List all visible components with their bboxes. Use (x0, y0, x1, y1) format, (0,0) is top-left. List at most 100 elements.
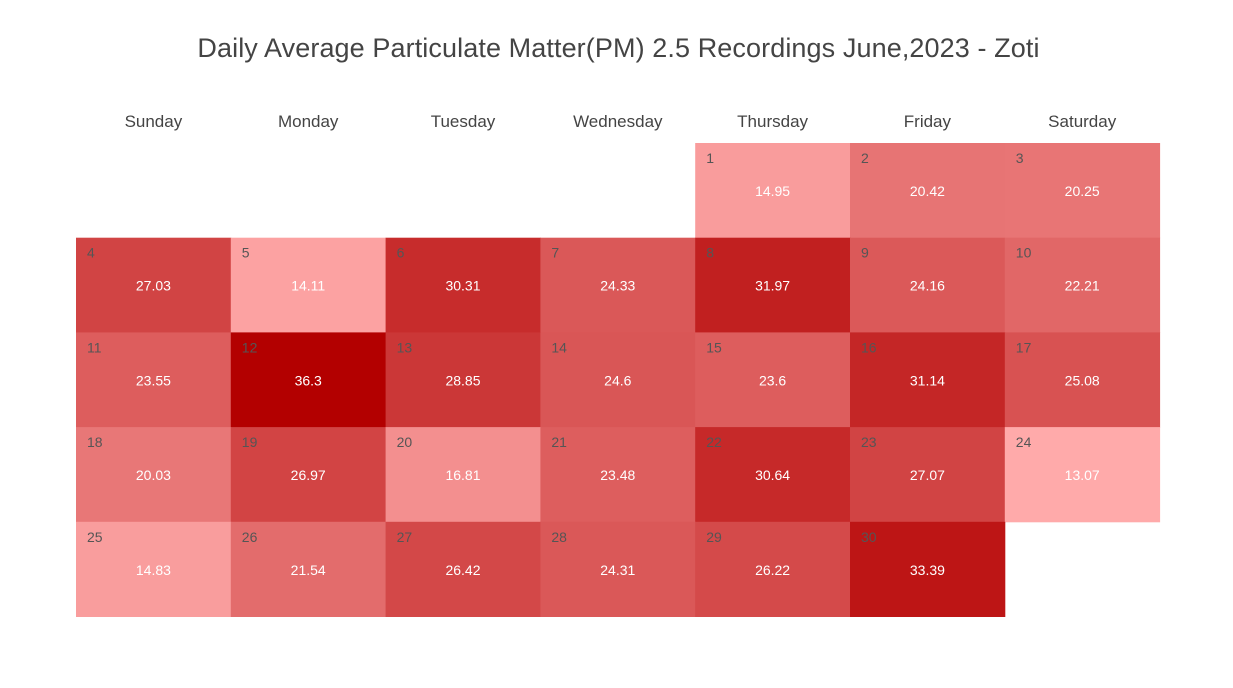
day-number: 22 (706, 434, 722, 450)
calendar-cell-24: 24 13.07 (1004, 427, 1161, 523)
heat-cell (230, 332, 387, 428)
heat-cell (850, 237, 1006, 333)
value-label: 30.31 (445, 278, 480, 294)
heat-cell (850, 332, 1006, 428)
calendar-cell-27: 27 26.42 (385, 521, 541, 617)
calendar-cell-8: 831.97 (695, 237, 851, 333)
calendar-cell-19: 19 26.97 (230, 427, 387, 523)
calendar-cell-20: 20 16.81 (385, 427, 541, 523)
heat-cell (230, 237, 387, 333)
calendar-cell-23: 23 27.07 (850, 427, 1006, 523)
value-label: 31.97 (755, 278, 790, 294)
heat-cell (76, 521, 232, 617)
heat-cell (695, 143, 851, 239)
chart-title: Daily Average Particulate Matter(PM) 2.5… (197, 33, 1040, 63)
day-number: 30 (861, 529, 877, 545)
day-number: 24 (1016, 434, 1032, 450)
heat-cell (1004, 237, 1161, 333)
day-number: 7 (551, 245, 559, 261)
value-label: 23.6 (759, 372, 786, 388)
day-number: 9 (861, 245, 869, 261)
day-number: 8 (706, 245, 714, 261)
calendar-cell-15: 15 23.6 (695, 332, 851, 428)
calendar-cell-6: 630.31 (385, 237, 541, 333)
calendar-cell-28: 28 24.31 (540, 521, 696, 617)
value-label: 24.6 (604, 372, 631, 388)
value-label: 24.16 (910, 278, 945, 294)
calendar-cell-26: 26 21.54 (230, 521, 387, 617)
day-number: 12 (242, 339, 258, 355)
value-label: 23.55 (136, 372, 171, 388)
day-number: 20 (397, 434, 413, 450)
day-number: 11 (87, 339, 102, 355)
heat-cell (850, 521, 1006, 617)
day-number: 6 (397, 245, 405, 261)
value-label: 14.95 (755, 183, 790, 199)
calendar-cell-1: 114.95 (695, 143, 851, 239)
value-label: 20.03 (136, 467, 171, 483)
day-number: 10 (1016, 245, 1032, 261)
heat-cell (76, 332, 232, 428)
weekday-headers: Sunday Monday Tuesday Wednesday Thursday Frid… (125, 112, 1117, 131)
heat-cell (385, 521, 541, 617)
heat-cell (540, 427, 696, 523)
value-label: 16.81 (445, 467, 480, 483)
value-label: 14.11 (291, 278, 325, 294)
calendar-cell-11: 11 23.55 (76, 332, 232, 428)
day-number: 19 (242, 434, 258, 450)
heat-cell (695, 521, 851, 617)
value-label: 13.07 (1065, 467, 1100, 483)
day-number: 23 (861, 434, 877, 450)
heat-cell (385, 332, 541, 428)
calendar-cell-12: 12 36.3 (230, 332, 387, 428)
value-label: 20.42 (910, 183, 945, 199)
day-number: 15 (706, 339, 722, 355)
heat-cell (1004, 143, 1161, 239)
heat-cell (230, 427, 387, 523)
day-number: 13 (397, 339, 413, 355)
day-number: 29 (706, 529, 722, 545)
day-number: 25 (87, 529, 103, 545)
weekday-header-monday: Monday (278, 112, 339, 131)
day-number: 21 (551, 434, 567, 450)
value-label: 24.33 (600, 278, 635, 294)
value-label: 23.48 (600, 467, 635, 483)
day-number: 17 (1016, 339, 1032, 355)
calendar-cells: 114.95220.42320.25427.03514.11630.31724.… (76, 143, 1161, 617)
calendar-cell-29: 29 26.22 (695, 521, 851, 617)
calendar-cell-25: 25 14.83 (76, 521, 232, 617)
value-label: 31.14 (910, 372, 945, 388)
value-label: 22.21 (1065, 278, 1100, 294)
value-label: 28.85 (445, 372, 480, 388)
calendar-cell-5: 514.11 (230, 237, 387, 333)
calendar-cell-10: 10 22.21 (1004, 237, 1161, 333)
calendar-cell-7: 724.33 (540, 237, 696, 333)
calendar-cell-22: 22 30.64 (695, 427, 851, 523)
day-number: 27 (397, 529, 413, 545)
day-number: 4 (87, 245, 95, 261)
heat-cell (695, 427, 851, 523)
heat-cell (540, 332, 696, 428)
heat-cell (695, 332, 851, 428)
value-label: 33.39 (910, 562, 945, 578)
calendar-cell-13: 13 28.85 (385, 332, 541, 428)
calendar-cell-16: 16 31.14 (850, 332, 1006, 428)
value-label: 27.07 (910, 467, 945, 483)
heat-cell (695, 237, 851, 333)
weekday-header-wednesday: Wednesday (573, 112, 663, 131)
value-label: 36.3 (295, 372, 322, 388)
calendar-cell-9: 924.16 (850, 237, 1006, 333)
heat-cell (540, 521, 696, 617)
calendar-cell-17: 17 25.08 (1004, 332, 1161, 428)
value-label: 25.08 (1065, 372, 1100, 388)
day-number: 5 (242, 245, 250, 261)
day-number: 2 (861, 150, 869, 166)
heat-cell (1004, 332, 1161, 428)
day-number: 14 (551, 339, 567, 355)
weekday-header-sunday: Sunday (125, 112, 183, 131)
day-number: 28 (551, 529, 567, 545)
weekday-header-saturday: Saturday (1048, 112, 1117, 131)
day-number: 16 (861, 339, 877, 355)
value-label: 14.83 (136, 562, 171, 578)
